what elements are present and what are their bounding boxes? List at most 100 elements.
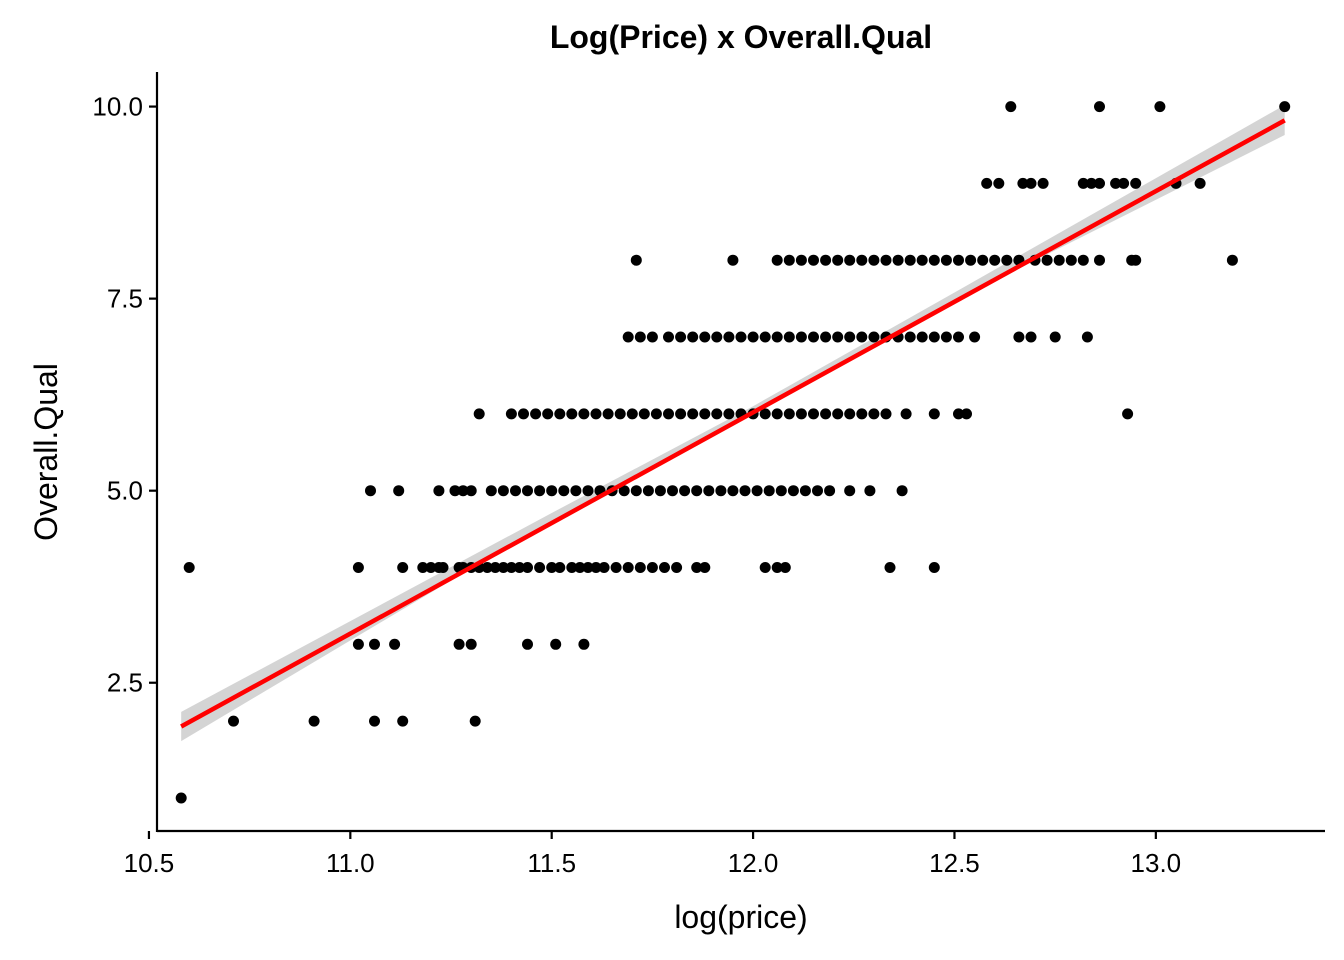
data-point	[646, 331, 658, 343]
data-point	[1053, 254, 1065, 266]
y-axis-ticks: 2.5 5.0 7.5 10.0	[92, 92, 157, 698]
data-point	[795, 408, 807, 420]
data-point	[650, 408, 662, 420]
data-point	[602, 408, 614, 420]
data-point	[884, 562, 896, 573]
data-point	[691, 562, 703, 573]
data-point	[558, 485, 570, 497]
data-point	[622, 331, 634, 343]
data-point	[723, 331, 735, 343]
fit-line	[180, 118, 1286, 729]
x-tick-label: 12.0	[728, 848, 779, 878]
data-point	[1279, 101, 1291, 113]
x-tick-label: 12.5	[929, 848, 980, 878]
data-point	[856, 331, 868, 343]
data-point	[1094, 101, 1105, 113]
data-point	[989, 254, 1001, 266]
data-point	[582, 562, 594, 573]
data-point	[965, 254, 977, 266]
data-point	[1037, 177, 1049, 189]
x-tick-label: 10.5	[124, 848, 175, 878]
data-point	[578, 638, 590, 650]
data-point	[542, 408, 554, 420]
data-point	[369, 715, 380, 727]
data-point	[618, 485, 630, 497]
data-point	[228, 715, 239, 727]
data-point	[1130, 254, 1142, 266]
data-points-layer	[175, 101, 1291, 804]
data-point	[397, 715, 409, 727]
data-point	[880, 254, 892, 266]
data-point	[928, 562, 940, 573]
data-point	[832, 408, 844, 420]
data-point	[1118, 177, 1130, 189]
data-point	[868, 331, 880, 343]
data-point	[779, 562, 791, 573]
data-point	[783, 254, 795, 266]
data-point	[457, 485, 469, 497]
data-point	[663, 331, 674, 343]
data-point	[711, 408, 723, 420]
data-point	[735, 331, 747, 343]
y-tick-label: 2.5	[107, 668, 143, 698]
data-point	[977, 254, 989, 266]
data-point	[437, 562, 449, 573]
data-point	[497, 562, 509, 573]
data-point	[308, 715, 320, 727]
data-point	[1122, 408, 1134, 420]
data-point	[795, 254, 807, 266]
data-point	[590, 562, 602, 573]
data-point	[820, 254, 832, 266]
data-point	[775, 485, 787, 497]
data-point	[590, 408, 602, 420]
data-point	[896, 485, 908, 497]
data-point	[614, 408, 626, 420]
data-point	[844, 254, 856, 266]
data-point	[820, 331, 832, 343]
data-point	[771, 562, 783, 573]
fit-line-layer	[180, 118, 1286, 729]
data-point	[832, 331, 844, 343]
data-point	[783, 331, 795, 343]
data-point	[880, 408, 892, 420]
data-point	[751, 485, 763, 497]
data-point	[739, 485, 751, 497]
data-point	[369, 638, 380, 650]
data-point	[554, 562, 566, 573]
data-point	[1110, 177, 1122, 189]
data-point	[505, 562, 517, 573]
data-point	[417, 562, 429, 573]
data-point	[626, 408, 638, 420]
data-point	[1085, 177, 1097, 189]
data-point	[1049, 331, 1061, 343]
data-point	[699, 408, 711, 420]
data-point	[522, 485, 533, 497]
data-point	[916, 331, 928, 343]
data-point	[530, 408, 542, 420]
data-point	[1013, 331, 1025, 343]
data-point	[759, 562, 771, 573]
data-point	[518, 408, 529, 420]
data-point	[856, 254, 868, 266]
data-point	[892, 254, 904, 266]
data-point	[783, 408, 795, 420]
data-point	[904, 254, 916, 266]
data-point	[771, 408, 783, 420]
data-point	[634, 562, 646, 573]
data-point	[485, 485, 497, 497]
data-point	[856, 408, 868, 420]
x-tick-label: 13.0	[1131, 848, 1182, 878]
data-point	[497, 485, 509, 497]
data-point	[534, 485, 546, 497]
data-point	[1081, 331, 1093, 343]
data-point	[763, 485, 775, 497]
data-point	[570, 485, 582, 497]
data-point	[574, 562, 586, 573]
data-point	[634, 331, 646, 343]
data-point	[928, 408, 940, 420]
data-point	[928, 254, 940, 266]
data-point	[175, 792, 187, 804]
data-point	[514, 562, 525, 573]
data-point	[703, 485, 715, 497]
data-point	[469, 715, 481, 727]
